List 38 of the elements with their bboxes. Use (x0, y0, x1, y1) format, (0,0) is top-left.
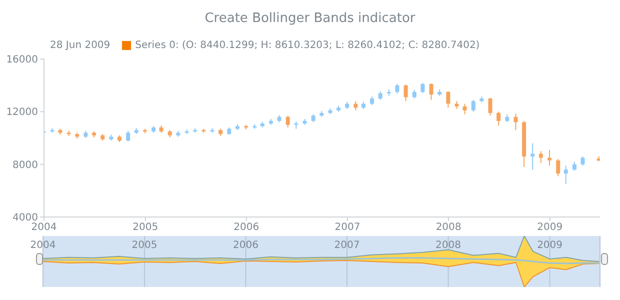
text: Series 0: (O: 8440.1299; H: 8610.3203; L: 8260.4102; C: 8280.7402) (135, 40, 480, 51)
y-tick-label: 12000 (6, 107, 38, 118)
candlestick (564, 165, 568, 185)
candlestick (548, 149, 552, 166)
candlestick (420, 82, 425, 94)
candlestick (514, 113, 518, 131)
x-tick-label: 2009 (537, 240, 563, 251)
x-tick-label: 2004 (31, 222, 57, 234)
x-tick-label: 2005 (132, 240, 158, 251)
x-tick-label: 2008 (436, 222, 462, 234)
candlestick (496, 111, 501, 126)
x-tick-label: 2009 (537, 222, 563, 234)
x-tick-label: 2004 (30, 240, 56, 251)
candlestick (530, 142, 535, 170)
x-tick-label: 2005 (132, 222, 158, 234)
y-tick-label: 4000 (12, 212, 38, 224)
x-tick-label: 2007 (334, 240, 360, 251)
y-tick-label: 16000 (6, 54, 38, 66)
candlestick (538, 150, 543, 164)
x-tick-label: 2007 (334, 222, 360, 234)
x-tick-label: 2008 (436, 240, 461, 251)
candlestick (580, 156, 585, 166)
x-tick-label: 2006 (233, 240, 258, 251)
candlestick (286, 115, 290, 128)
chart-title: Create Bollinger Bands indicator (204, 11, 416, 26)
candlestick (126, 130, 130, 142)
candlestick (395, 84, 400, 94)
candlestick (446, 90, 450, 108)
candlestick (572, 161, 576, 172)
candlestick (404, 84, 408, 102)
candlestick (556, 158, 560, 177)
candlestick (429, 82, 434, 100)
candlestick (471, 99, 476, 112)
candlestick (462, 103, 467, 115)
text: 28 Jun 2009 (50, 40, 110, 51)
candlestick (488, 97, 492, 116)
y-tick-label: 8000 (12, 160, 38, 171)
x-tick-label: 2006 (234, 222, 260, 234)
